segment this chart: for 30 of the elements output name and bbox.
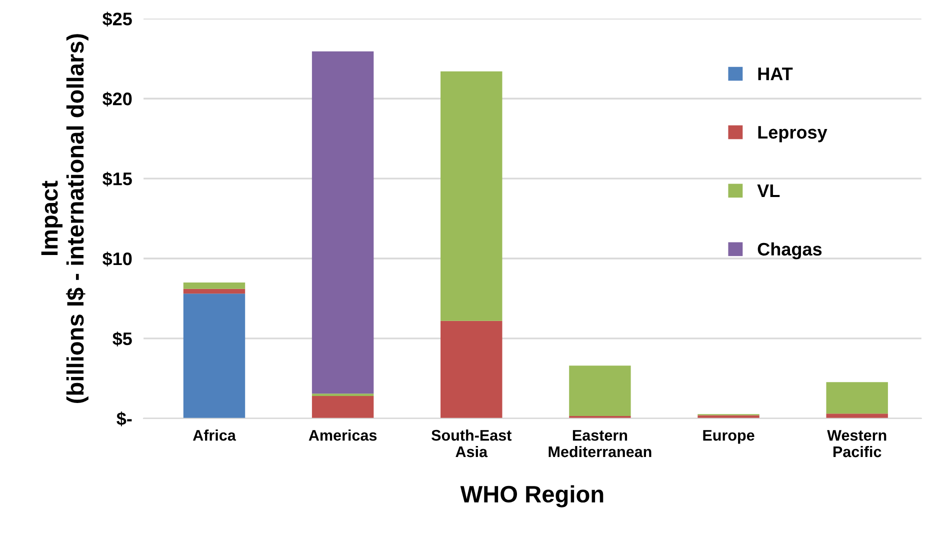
legend-label: Leprosy [758,126,828,142]
bar [183,288,246,294]
y-tick-label: $10 [102,252,132,266]
legend-label: Chagas [758,242,822,260]
bar [183,282,246,289]
y-tick-label: $20 [102,92,132,106]
bar [826,382,888,414]
x-tick-label: Americas [308,430,377,441]
bar [698,415,760,418]
x-tick-label: Africa [192,430,236,441]
x-tick-label: Europe [703,430,754,444]
y-tick-label: $- [116,412,132,426]
y-tick-label: $25 [102,12,132,27]
legend-label: HAT [758,68,793,80]
x-axis-title: WHO Region [460,485,604,508]
x-tick-label: South-East Asia [432,430,512,458]
y-tick-label: $5 [112,332,132,346]
bar [569,366,631,416]
bar [440,320,502,418]
y-tick-label: $15 [102,172,132,186]
bar [312,396,374,418]
bar [440,71,502,321]
bar [312,394,374,396]
x-tick-label: Eastern Mediterranean [548,430,652,458]
legend-label: VL [757,184,780,197]
bar [312,51,374,394]
bar [183,294,246,418]
x-tick-label: Western Pacific [827,430,886,458]
y-axis-title: Impact (billions I$ - international dollars) [41,34,88,403]
bar [826,414,888,418]
